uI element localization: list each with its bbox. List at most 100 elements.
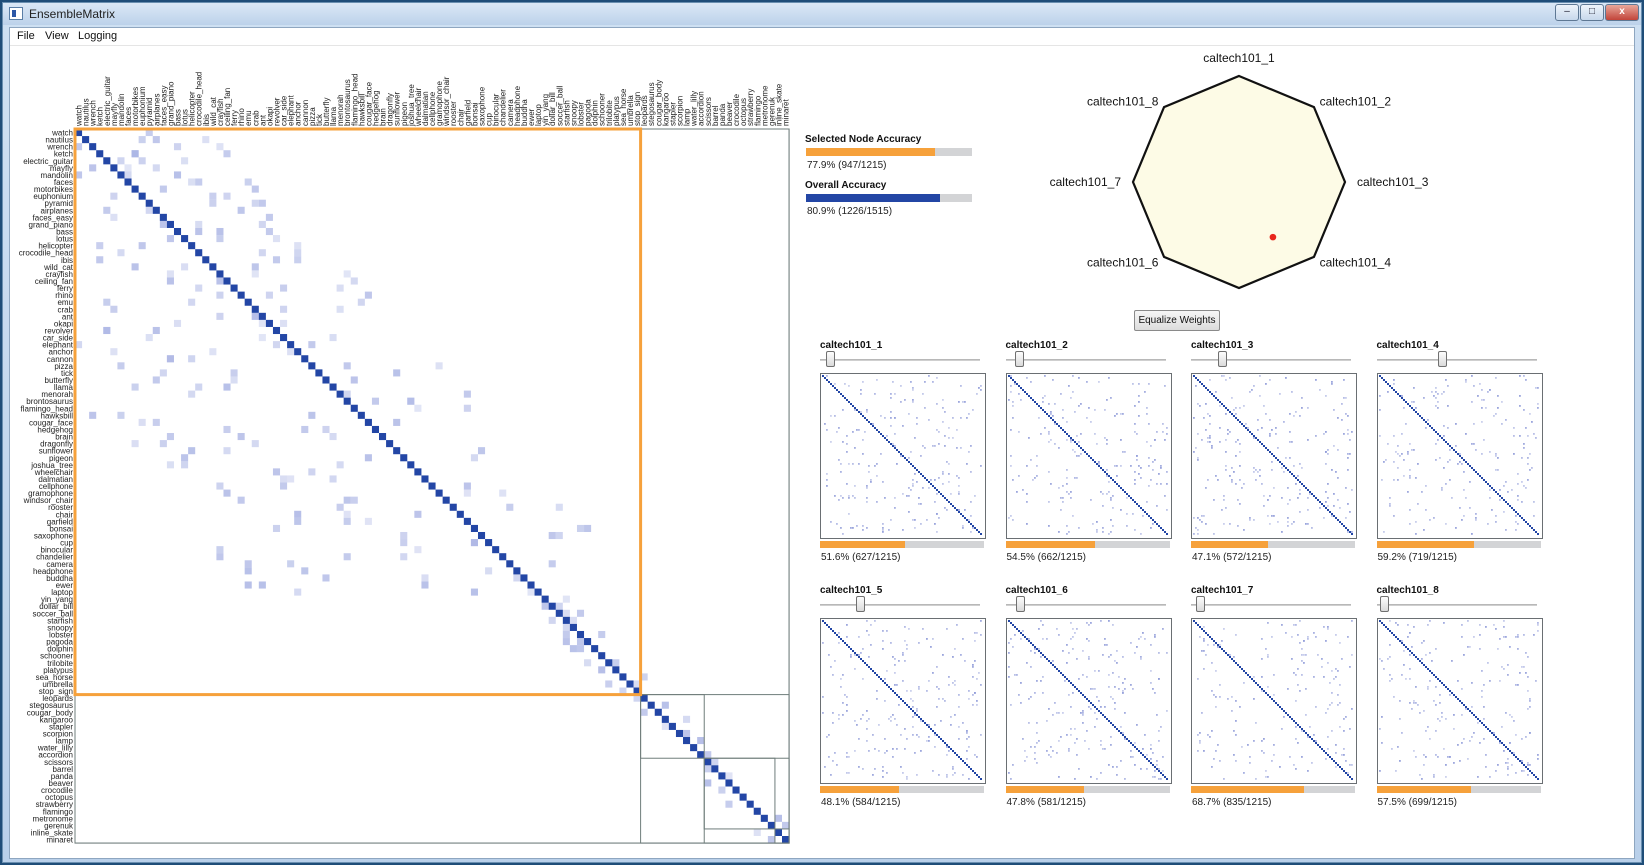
diagonal-cell [131, 185, 139, 193]
matrix-cell [230, 369, 238, 377]
matrix-cell [725, 772, 733, 780]
classifier-card-6[interactable]: caltech101_6 47.8% (581/1215) [1004, 585, 1174, 820]
column-label: scissors [704, 97, 713, 126]
matrix-cell [131, 383, 139, 391]
weight-slider-track[interactable] [1191, 359, 1351, 361]
weight-slider-thumb[interactable] [856, 596, 866, 612]
matrix-cell [527, 588, 535, 596]
classifier-card-8[interactable]: caltech101_8 57.5% (699/1215) [1375, 585, 1545, 820]
column-label: cellphone [428, 91, 437, 126]
weight-slider-thumb[interactable] [1195, 596, 1205, 612]
diagonal-cell [145, 199, 153, 207]
matrix-cell [181, 157, 189, 165]
column-label: llama [329, 106, 338, 126]
classifier-card-4[interactable]: caltech101_4 59.2% (719/1215) [1375, 340, 1545, 575]
diagonal-cell [159, 213, 167, 221]
row-label: elephant [42, 341, 73, 350]
matrix-cell [216, 143, 224, 151]
classifier-confusion-matrix[interactable] [1191, 373, 1357, 539]
column-label: water_lilly [690, 91, 699, 127]
matrix-cell [767, 836, 775, 844]
classifier-confusion-matrix[interactable] [820, 373, 986, 539]
row-label: lotus [56, 235, 73, 244]
matrix-cell [414, 404, 422, 412]
diagonal-cell [690, 744, 698, 752]
menu-view[interactable]: View [45, 30, 69, 42]
matrix-cell [400, 539, 408, 547]
column-label: flamingo_head [350, 74, 359, 126]
diagonal-cell [258, 312, 266, 320]
weight-slider-thumb[interactable] [1438, 351, 1448, 367]
diagonal-cell [371, 425, 380, 434]
maximize-button[interactable]: □ [1580, 4, 1604, 21]
row-label: gerenuk [44, 821, 74, 830]
minimize-button[interactable]: – [1555, 4, 1579, 21]
weight-point[interactable] [1269, 233, 1277, 241]
classifier-card-1[interactable]: caltech101_1 51.6% (627/1215) [818, 340, 988, 575]
diagonal-cell [188, 242, 196, 250]
weight-slider-track[interactable] [820, 604, 980, 606]
classifier-confusion-matrix[interactable] [1376, 373, 1543, 539]
classifier-name: caltech101_7 [1191, 585, 1254, 596]
row-label: crocodile [41, 786, 74, 795]
diagonal-cell [75, 129, 83, 137]
column-label: butterfly [322, 98, 331, 126]
classifier-confusion-matrix[interactable] [1376, 618, 1543, 784]
diagonal-cell [513, 567, 521, 575]
weight-slider-track[interactable] [1376, 604, 1537, 606]
classifier-confusion-matrix[interactable] [820, 618, 986, 784]
column-label: cougar_body [654, 80, 663, 126]
weight-slider-track[interactable] [1005, 604, 1166, 606]
matrix-cell [513, 574, 521, 582]
classifier-card-3[interactable]: caltech101_3 47.1% (572/1215) [1189, 340, 1359, 575]
matrix-cell [251, 440, 259, 448]
equalize-weights-button[interactable]: Equalize Weights [1134, 310, 1220, 331]
classifier-confusion-matrix[interactable] [1005, 618, 1172, 784]
row-label: dolphin [47, 645, 73, 654]
matrix-cell [661, 722, 669, 730]
weight-slider-track[interactable] [820, 359, 980, 361]
matrix-cell [188, 355, 196, 363]
diagonal-cell [209, 263, 217, 271]
matrix-cell [329, 475, 337, 483]
weight-slider-thumb[interactable] [1016, 596, 1026, 612]
close-button[interactable]: x [1605, 4, 1639, 21]
weight-slider-thumb[interactable] [1014, 351, 1024, 367]
matrix-cell [633, 694, 641, 702]
diagonal-cell [534, 588, 542, 596]
diagonal-cell [315, 369, 323, 377]
weight-slider-thumb[interactable] [1218, 351, 1228, 367]
row-label: pizza [54, 362, 73, 371]
weight-slider-track[interactable] [1005, 359, 1166, 361]
diagonal-cell [329, 383, 337, 391]
row-label: watch [51, 129, 73, 138]
weight-radar[interactable]: caltech101_1caltech101_2caltech101_3calt… [796, 46, 1634, 296]
matrix-cell [329, 433, 337, 441]
menu-logging[interactable]: Logging [78, 30, 118, 42]
row-label: laptop [51, 588, 73, 597]
diagonal-cell [357, 411, 365, 419]
weight-slider-track[interactable] [1191, 604, 1351, 606]
diagonal-cell [96, 150, 104, 158]
matrix-cell [216, 227, 224, 236]
confusion-matrix[interactable]: watchnautiluswrenchketchelectric_guitarm… [10, 46, 792, 858]
weight-slider-thumb[interactable] [826, 351, 836, 367]
classifier-card-5[interactable]: caltech101_5 48.1% (584/1215) [818, 585, 988, 820]
weight-slider-track[interactable] [1376, 359, 1537, 361]
title-bar[interactable]: EnsembleMatrix – □ x [3, 3, 1641, 25]
column-label: helicopter [188, 91, 197, 126]
classifier-confusion-matrix[interactable] [1191, 618, 1357, 784]
matrix-cell [400, 553, 408, 561]
classifier-card-2[interactable]: caltech101_2 54.5% (662/1215) [1004, 340, 1174, 575]
classifier-card-7[interactable]: caltech101_7 68.7% (835/1215) [1189, 585, 1359, 820]
column-label: rooster [449, 101, 458, 126]
matrix-cell [202, 136, 210, 144]
menu-file[interactable]: File [17, 30, 35, 42]
diagonal-cell [718, 772, 726, 780]
matrix-cell [414, 510, 422, 518]
weight-slider-thumb[interactable] [1379, 596, 1389, 612]
classifier-accuracy-fill [1005, 786, 1084, 793]
classifier-confusion-matrix[interactable] [1005, 373, 1172, 539]
row-label: platypus [43, 666, 73, 675]
